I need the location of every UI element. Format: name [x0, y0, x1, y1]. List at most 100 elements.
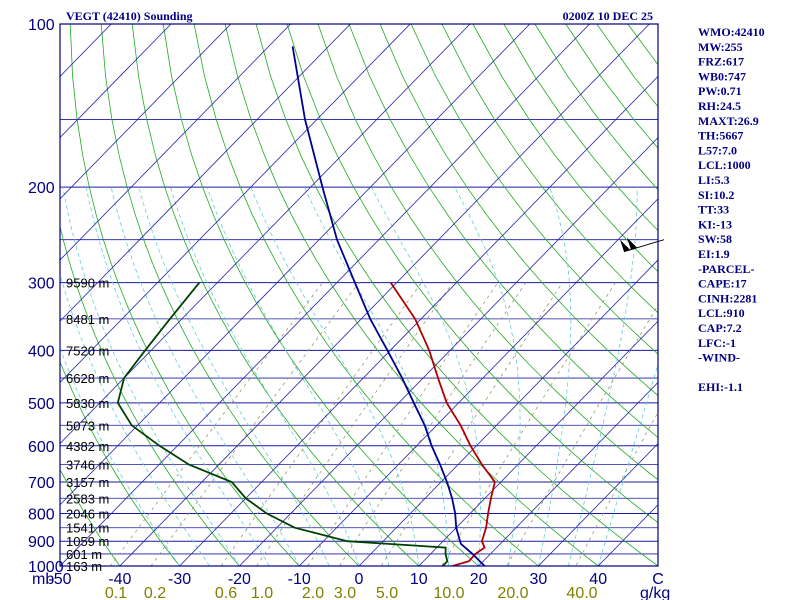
- temperature-tick-label: 40: [589, 571, 607, 588]
- dry-adiabat-line: [162, 24, 480, 566]
- height-label: 5830 m: [66, 396, 109, 411]
- mixing-ratio-line: [380, 282, 563, 566]
- isotherm-line: [60, 24, 172, 139]
- mixing-ratio-lines: [109, 282, 658, 566]
- temperature-tick-label: C: [652, 571, 664, 588]
- dry-adiabat-line: [255, 24, 658, 566]
- height-label: 4382 m: [66, 439, 109, 454]
- index-line: WB0:747: [698, 69, 746, 83]
- moist-adiabat-line: [538, 187, 572, 566]
- dry-adiabat-line: [348, 24, 658, 439]
- mixing-ratio-tick-labels: 0.1 0.2 0.6 1.0 2.0 3.0 5.0 10.0 20.0 40.0: [105, 585, 598, 600]
- mixing-ratio-tick-label: 0.1: [105, 585, 127, 600]
- index-line: TT:33: [698, 203, 729, 217]
- index-line: -PARCEL-: [698, 262, 754, 276]
- mixing-ratio-line: [441, 282, 616, 566]
- isotherm-line: [60, 24, 291, 261]
- pressure-unit-label: mb: [32, 571, 54, 588]
- mixing-ratio-tick-label: 40.0: [566, 585, 597, 600]
- index-line: CAP:7.2: [698, 321, 742, 335]
- isotherm-lines: [60, 24, 658, 566]
- isotherm-line: [60, 24, 411, 383]
- mixing-ratio-tick-label: 0.2: [144, 585, 166, 600]
- height-label: 9590 m: [66, 276, 109, 291]
- temperature-tick-label: -20: [228, 571, 251, 588]
- isotherm-line: [418, 320, 658, 566]
- isotherm-line: [60, 24, 351, 322]
- moist-adiabat-line: [110, 187, 300, 566]
- temperature-tick-label: -10: [288, 571, 311, 588]
- moist-adiabat-line: [60, 347, 180, 566]
- index-line: SW:58: [698, 232, 732, 246]
- wind-barb-pennant: [627, 237, 637, 250]
- dry-adiabat-line: [441, 24, 658, 314]
- mixing-ratio-line: [220, 282, 422, 566]
- height-label: 8481 m: [66, 312, 109, 327]
- temperature-tick-label: 10: [410, 571, 428, 588]
- mixing-ratio-line: [506, 304, 658, 566]
- pressure-tick-label: 200: [28, 180, 55, 197]
- height-label: 6628 m: [66, 371, 109, 386]
- moist-adiabat-line: [597, 362, 658, 566]
- dry-adiabat-line: [410, 24, 658, 355]
- height-label: 7520 m: [66, 343, 109, 358]
- moist-adiabat-line: [60, 272, 210, 566]
- dry-adiabat-line: [60, 360, 181, 566]
- pressure-tick-label: 1000: [28, 559, 64, 576]
- mixing-ratio-tick-label: 1.0: [251, 585, 273, 600]
- mixing-ratio-line: [150, 282, 360, 566]
- isotherm-line: [60, 24, 232, 200]
- dry-adiabats: [60, 24, 658, 566]
- mixing-ratio-tick-label: 20.0: [497, 585, 528, 600]
- mixing-ratio-tick-label: 0.6: [215, 585, 237, 600]
- mixing-ratio-tick-label: 5.0: [376, 585, 398, 600]
- isobar-lines: [60, 24, 658, 566]
- height-label: 5073 m: [66, 418, 109, 433]
- index-line: LCL:910: [698, 306, 745, 320]
- mixing-ratio-tick-label: 2.0: [302, 585, 324, 600]
- isotherm-line: [60, 24, 590, 566]
- height-label: 2583 m: [66, 491, 109, 506]
- valid-time: 0200Z 10 DEC 25: [563, 9, 653, 23]
- temperature-tick-label: 30: [530, 571, 548, 588]
- index-line: MAXT:26.9: [698, 114, 759, 128]
- sounding-traces: [116, 46, 496, 566]
- index-line: MW:255: [698, 40, 743, 54]
- wind-barb: [620, 237, 665, 253]
- height-label: 601 m: [66, 547, 102, 562]
- index-line: CAPE:17: [698, 277, 747, 291]
- temperature-tick-label: 0: [355, 571, 364, 588]
- wind-barbs: [620, 237, 665, 253]
- isotherm-line: [358, 259, 658, 566]
- isotherm-line: [239, 137, 658, 566]
- isotherm-line: [119, 24, 650, 566]
- dewpoint-trace: [116, 282, 449, 566]
- pressure-tick-label: 500: [28, 396, 55, 413]
- height-label: 3157 m: [66, 475, 109, 490]
- isotherm-line: [478, 381, 658, 566]
- height-label: 1541 m: [66, 521, 109, 536]
- moist-adiabat-line: [85, 187, 270, 566]
- chart-title: VEGT (42410) Sounding: [66, 9, 193, 23]
- moist-adiabat-line: [62, 187, 240, 566]
- isotherm-line: [60, 24, 471, 445]
- height-label: 163 m: [66, 559, 102, 574]
- parcel-trace: [291, 46, 486, 566]
- index-line: RH:24.5: [698, 99, 741, 113]
- index-line: L57:7.0: [698, 143, 737, 157]
- wind-barb-staff: [623, 239, 665, 253]
- index-line: SI:10.2: [698, 188, 734, 202]
- index-line: EI:1.9: [698, 247, 730, 261]
- mixing-ratio-line: [256, 282, 454, 566]
- isotherm-line: [60, 24, 531, 506]
- dry-adiabat-line: [69, 24, 300, 566]
- index-line: LCL:1000: [698, 158, 751, 172]
- index-line: EHI:-1.1: [698, 380, 743, 394]
- moist-adiabat-line: [206, 187, 390, 566]
- stability-indices-panel: WMO:42410MW:255FRZ:617WB0:747PW:0.71RH:2…: [698, 25, 765, 394]
- mixing-ratio-unit: g/kg: [640, 585, 670, 600]
- pressure-tick-labels: 100 200 300 400 500 600 700 800 900 1000: [28, 17, 64, 576]
- index-line: TH:5667: [698, 129, 743, 143]
- pressure-tick-label: 700: [28, 475, 55, 492]
